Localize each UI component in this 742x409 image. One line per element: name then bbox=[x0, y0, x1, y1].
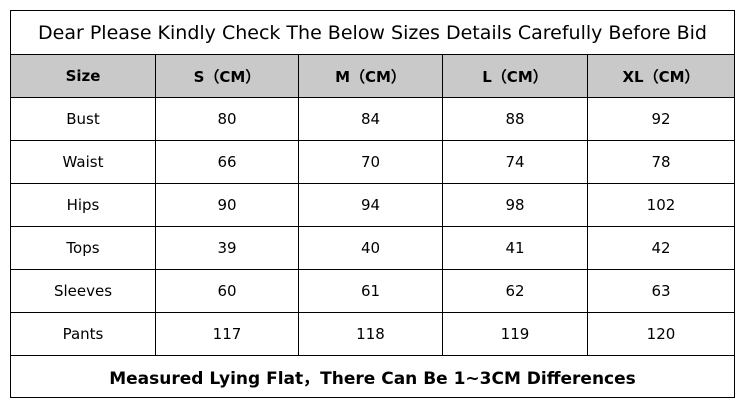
size-value: 63 bbox=[651, 282, 671, 300]
table-row: Measured Lying Flat，There Can Be 1~3CM D… bbox=[11, 356, 734, 397]
size-value: 84 bbox=[299, 98, 443, 140]
size-value: 119 bbox=[443, 313, 588, 355]
size-value: 70 bbox=[299, 141, 443, 183]
size-value: 118 bbox=[299, 313, 443, 355]
size-table: Dear Please Kindly Check The Below Sizes… bbox=[10, 10, 735, 398]
title: Dear Please Kindly Check The Below Sizes… bbox=[38, 21, 707, 44]
table-row: Sleeves 60 61 62 63 bbox=[11, 270, 734, 313]
size-value: 40 bbox=[299, 227, 443, 269]
table-row: Size S（CM） M（CM） L（CM） XL（CM） bbox=[11, 55, 734, 98]
size-value: 88 bbox=[443, 98, 588, 140]
row-label: Sleeves bbox=[11, 270, 156, 312]
size-value: 78 bbox=[651, 153, 671, 171]
column-header: XL（CM） bbox=[622, 67, 700, 86]
size-value: 41 bbox=[443, 227, 588, 269]
row-label: Tops bbox=[11, 227, 156, 269]
size-value: 92 bbox=[651, 110, 671, 128]
footer-note: Measured Lying Flat，There Can Be 1~3CM D… bbox=[109, 369, 636, 389]
size-value: 120 bbox=[646, 325, 676, 343]
size-value: 98 bbox=[443, 184, 588, 226]
row-label: Pants bbox=[11, 313, 156, 355]
table-row: Pants 117 118 119 120 bbox=[11, 313, 734, 356]
column-header: S（CM） bbox=[156, 55, 299, 97]
size-value: 90 bbox=[156, 184, 299, 226]
table-row: Dear Please Kindly Check The Below Sizes… bbox=[11, 11, 734, 55]
size-value: 117 bbox=[156, 313, 299, 355]
table-row: Tops 39 40 41 42 bbox=[11, 227, 734, 270]
size-value: 102 bbox=[646, 196, 676, 214]
row-label: Bust bbox=[11, 98, 156, 140]
row-label: Waist bbox=[11, 141, 156, 183]
size-value: 42 bbox=[651, 239, 671, 257]
row-label: Hips bbox=[11, 184, 156, 226]
size-value: 62 bbox=[443, 270, 588, 312]
size-value: 60 bbox=[156, 270, 299, 312]
size-value: 61 bbox=[299, 270, 443, 312]
table-row: Waist 66 70 74 78 bbox=[11, 141, 734, 184]
table-row: Bust 80 84 88 92 bbox=[11, 98, 734, 141]
column-header: Size bbox=[11, 55, 156, 97]
column-header: M（CM） bbox=[299, 55, 443, 97]
size-value: 94 bbox=[299, 184, 443, 226]
size-value: 66 bbox=[156, 141, 299, 183]
table-row: Hips 90 94 98 102 bbox=[11, 184, 734, 227]
size-value: 39 bbox=[156, 227, 299, 269]
size-value: 74 bbox=[443, 141, 588, 183]
size-value: 80 bbox=[156, 98, 299, 140]
column-header: L（CM） bbox=[443, 55, 588, 97]
